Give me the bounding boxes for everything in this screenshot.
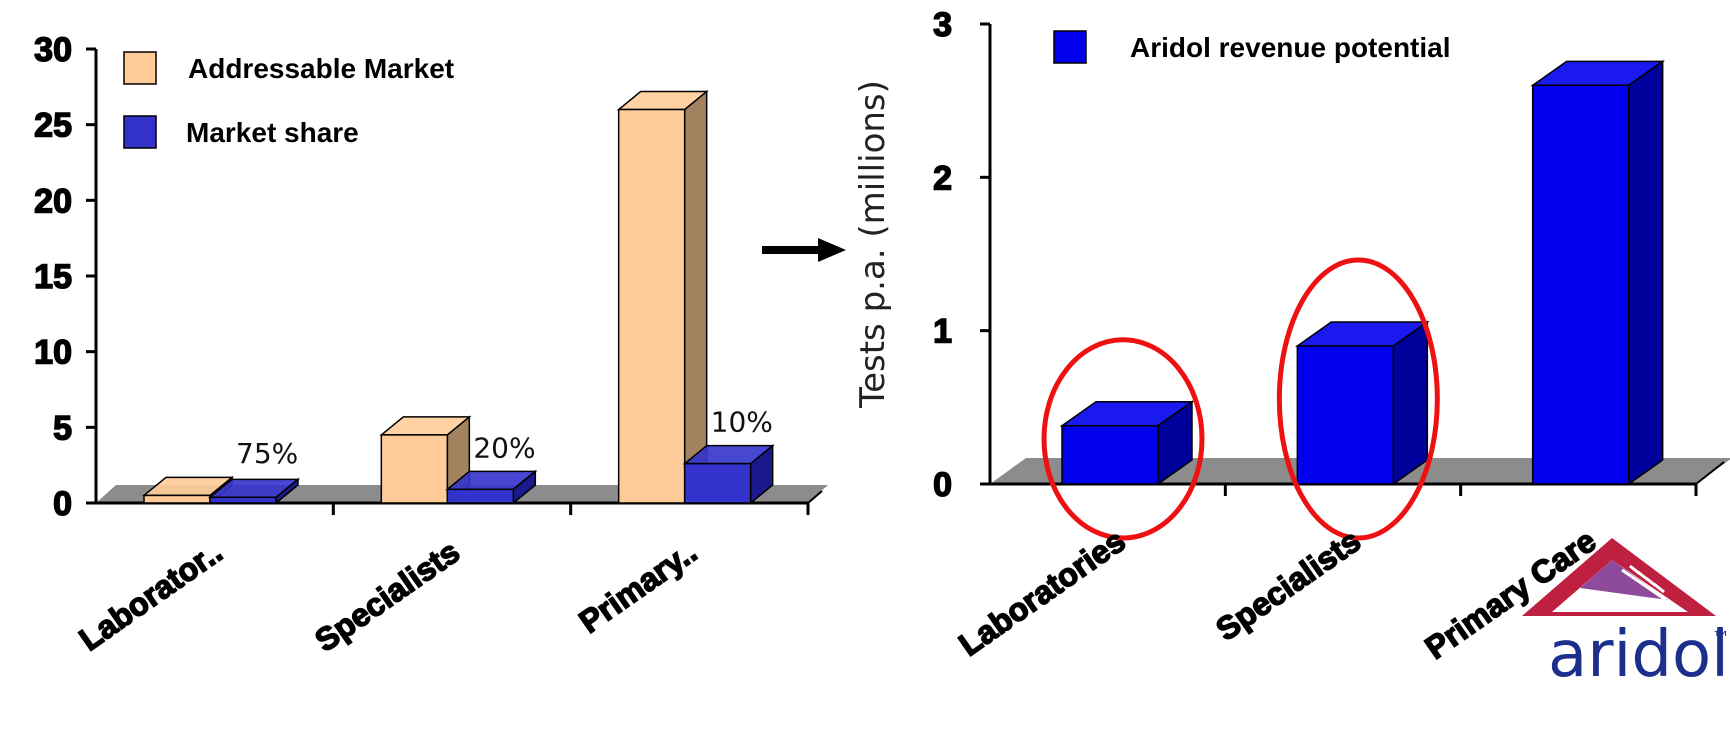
y-tick-label: 20 [34,182,72,220]
bar-addressable-market-side [683,89,708,505]
legend-swatch [123,51,157,85]
trademark: ™ [1712,628,1730,649]
y-tick-label: 1 [933,313,952,351]
y-axis-title: Tests p.a. (millions) [853,80,893,409]
bar-market-share-front [209,496,277,504]
x-axis-end [807,490,823,504]
y-tick-label: 0 [53,485,72,523]
bar-market-share-front [683,462,752,504]
x-tick-label: Specialists [308,533,466,658]
bar-market-share [445,469,538,505]
legend-label: Addressable Market [188,53,454,84]
y-tick-label: 5 [53,409,72,447]
aridol-logo: aridol ™ [1522,538,1730,692]
y-tick-label: 30 [34,31,72,69]
y-tick-label: 0 [933,466,952,504]
x-tick-label: Specialists [1209,522,1367,647]
bar-aridol-revenue-potential-front [1061,424,1159,485]
x-axis-end [1695,461,1725,485]
x-tick-label: Laborator.. [73,533,229,657]
legend-label: Aridol revenue potential [1130,32,1451,63]
market-chart: 0 5 10 15 20 25 30 75% Laborator.. 20% Specialists… [33,30,828,659]
legend-label: Market share [186,117,359,148]
legend-swatch [123,115,157,149]
y-tick-label: 2 [933,159,952,197]
x-tick-label: Primary.. [572,533,703,640]
y-tick-label: 25 [34,107,72,145]
data-label: 20% [473,431,535,464]
y-tick-label: 3 [933,6,952,44]
bar-addressable-market-front [380,434,449,504]
data-label: 10% [711,406,773,439]
bar-aridol-revenue-potential [1294,320,1430,486]
bar-aridol-revenue-potential-side [1392,320,1429,486]
x-tick-label: Laboratories [952,522,1131,663]
bar-aridol-revenue-potential [1530,59,1666,486]
arrow-icon [762,238,846,262]
bar-addressable-market [616,89,709,505]
bar-addressable-market-front [617,108,686,504]
bar-market-share-front [446,488,515,504]
data-label: 75% [236,437,298,470]
y-tick-label: 10 [34,334,72,372]
bar-addressable-market [379,415,472,505]
bar-addressable-market-front [143,494,211,504]
bar-aridol-revenue-potential-front [1531,84,1630,485]
y-tick-label: 15 [34,258,72,296]
bar-market-share [682,444,775,505]
highlight-circle [1276,257,1440,541]
legend-swatch [1053,30,1087,64]
bar-aridol-revenue-potential [1059,400,1195,486]
bar-aridol-revenue-potential-front [1296,345,1395,485]
bar-market-share [207,477,301,505]
bar-aridol-revenue-potential-side [1627,59,1664,486]
logo-text: aridol [1548,618,1729,692]
highlight-circle [1041,337,1205,541]
